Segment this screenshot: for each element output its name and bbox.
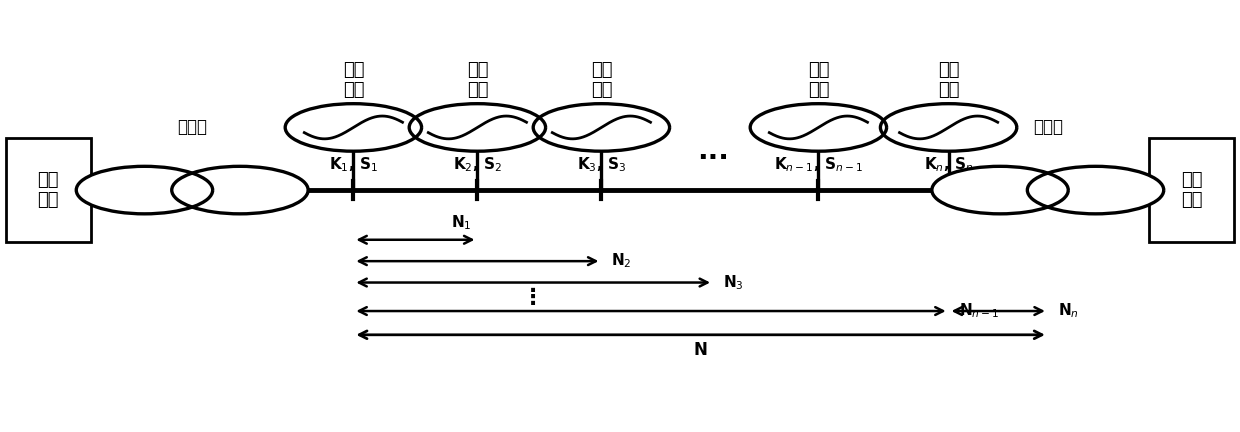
Text: N$_3$: N$_3$ xyxy=(723,273,744,292)
Text: K$_{n-1}$, S$_{n-1}$: K$_{n-1}$, S$_{n-1}$ xyxy=(774,156,863,174)
Circle shape xyxy=(533,104,670,151)
Text: 外部
电网: 外部 电网 xyxy=(37,171,60,210)
Bar xyxy=(1149,138,1234,242)
Text: N: N xyxy=(693,341,708,359)
Text: K$_1$, S$_1$: K$_1$, S$_1$ xyxy=(329,156,378,174)
Text: ···: ··· xyxy=(697,144,729,172)
Text: 光伏
电源: 光伏 电源 xyxy=(937,60,960,99)
Text: K$_2$, S$_2$: K$_2$, S$_2$ xyxy=(453,156,502,174)
Bar xyxy=(6,138,91,242)
Circle shape xyxy=(932,166,1069,214)
Text: K$_3$, S$_3$: K$_3$, S$_3$ xyxy=(577,156,626,174)
Text: N$_n$: N$_n$ xyxy=(1058,302,1079,321)
Circle shape xyxy=(1027,166,1163,214)
Text: 外部
电网: 外部 电网 xyxy=(1180,171,1203,210)
Text: 变压器: 变压器 xyxy=(177,118,207,136)
Text: N$_{n-1}$: N$_{n-1}$ xyxy=(959,302,999,321)
Text: N$_2$: N$_2$ xyxy=(611,252,632,270)
Circle shape xyxy=(750,104,887,151)
Text: K$_n$, S$_n$: K$_n$, S$_n$ xyxy=(924,156,973,174)
Text: 光伏
电源: 光伏 电源 xyxy=(807,60,830,99)
Text: 光伏
电源: 光伏 电源 xyxy=(590,60,613,99)
Text: 光伏
电源: 光伏 电源 xyxy=(466,60,489,99)
Circle shape xyxy=(880,104,1017,151)
Circle shape xyxy=(285,104,422,151)
Text: ⋮: ⋮ xyxy=(522,288,544,308)
Text: N$_1$: N$_1$ xyxy=(450,213,471,232)
Circle shape xyxy=(76,166,213,214)
Text: 变压器: 变压器 xyxy=(1033,118,1063,136)
Circle shape xyxy=(171,166,308,214)
Text: 光伏
电源: 光伏 电源 xyxy=(342,60,365,99)
Circle shape xyxy=(409,104,546,151)
